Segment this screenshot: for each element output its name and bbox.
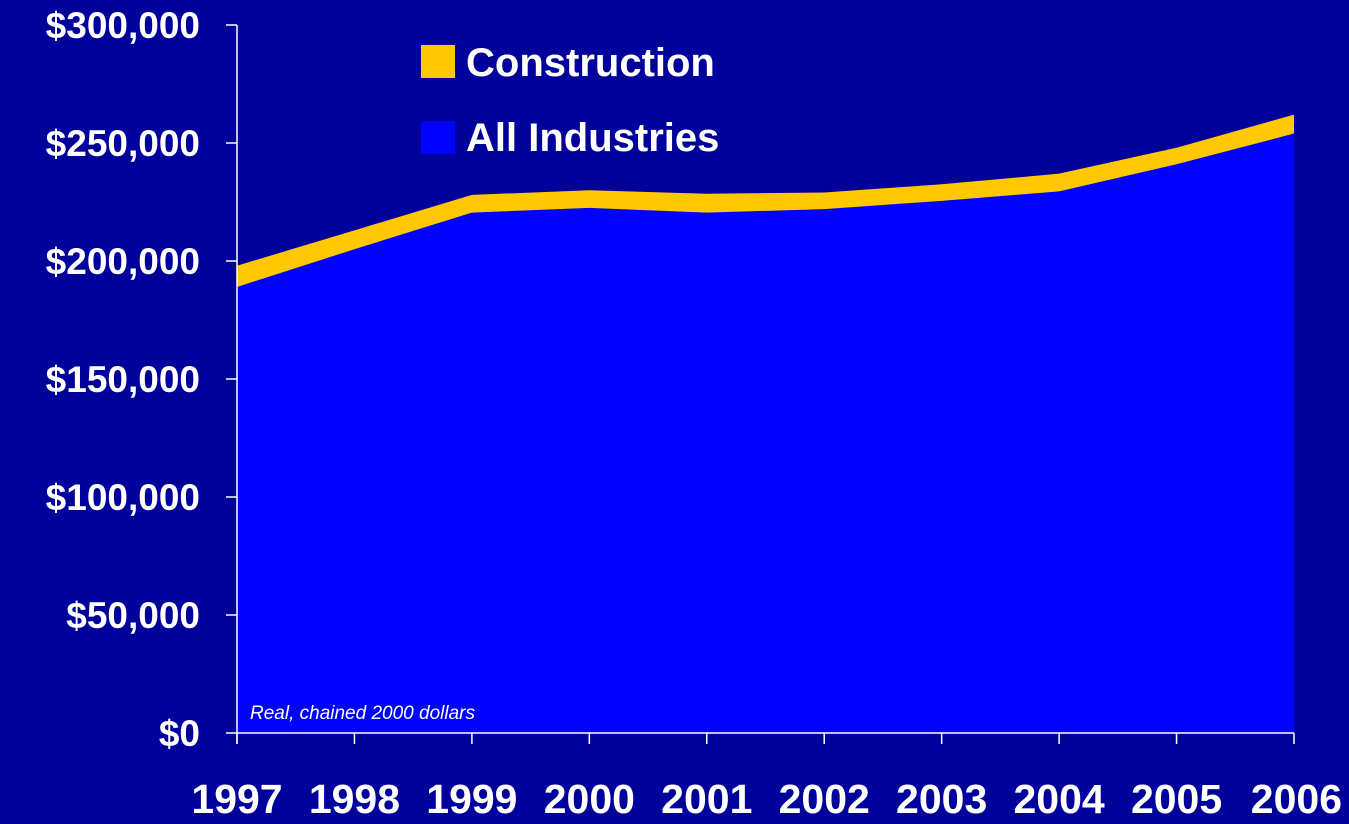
y-tick-label: $200,000: [46, 241, 200, 282]
legend-swatch-construction: [421, 45, 455, 78]
y-tick-label: $0: [159, 713, 200, 754]
x-tick-label: 1997: [191, 776, 282, 822]
tick-label-layer: $0 $50,000 $100,000 $150,000 $200,000 $250,00…: [46, 5, 1342, 822]
x-tick-label: 2002: [779, 776, 870, 822]
x-tick-label: 2005: [1131, 776, 1222, 822]
y-tick-label: $50,000: [66, 595, 200, 636]
legend: Construction All Industries: [421, 41, 719, 160]
y-tick-label: $100,000: [46, 477, 200, 518]
x-tick-label: 2003: [896, 776, 987, 822]
x-tick-label: 2004: [1014, 776, 1105, 822]
x-tick-label: 2001: [661, 776, 752, 822]
y-tick-label: $300,000: [46, 5, 200, 46]
y-tick-label: $150,000: [46, 359, 200, 400]
x-tick-label: 2006: [1251, 776, 1342, 822]
y-tick-label: $250,000: [46, 123, 200, 164]
legend-swatch-all-industries: [421, 121, 455, 154]
axes-layer: [226, 24, 1295, 744]
area-series-all-industries: [237, 133, 1294, 733]
x-tick-label: 1999: [426, 776, 517, 822]
legend-label-all-industries: All Industries: [466, 116, 719, 160]
x-tick-label: 1998: [309, 776, 400, 822]
legend-label-construction: Construction: [466, 41, 715, 85]
units-annotation: Real, chained 2000 dollars: [250, 703, 475, 724]
x-tick-label: 2000: [544, 776, 635, 822]
area-layer: [237, 114, 1294, 734]
